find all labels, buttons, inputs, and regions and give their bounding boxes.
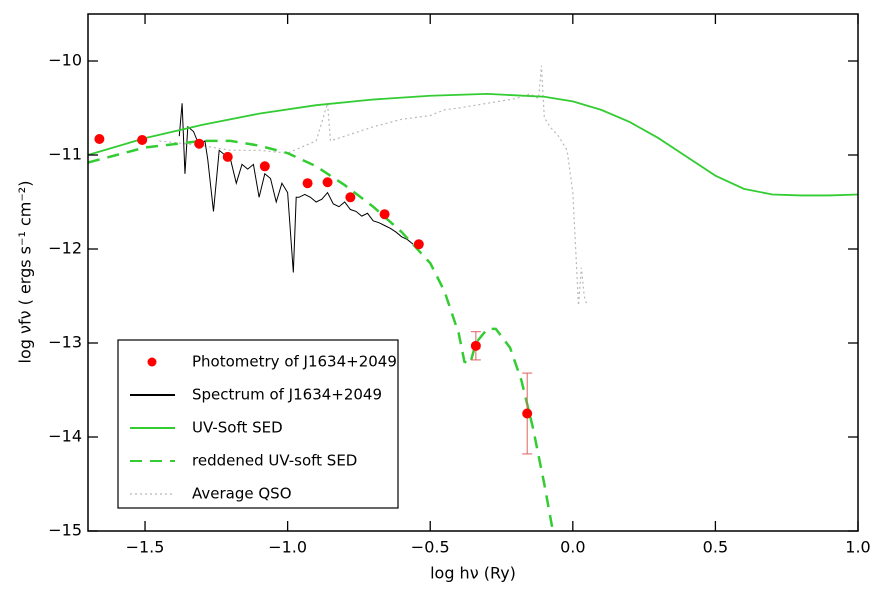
- legend: Photometry of J1634+2049 Spectrum of J163…: [117, 339, 399, 509]
- legend-label: reddened UV-soft SED: [192, 452, 357, 470]
- x-axis-label: log hν (Ry): [430, 564, 516, 583]
- series-line: [159, 65, 588, 306]
- plot-frame: [87, 13, 859, 532]
- axes: −1.5 −1.0 −0.5 0.0 0.5 1.0 −10 −11 −12 −13 −14 −15: [48, 14, 871, 557]
- photometry-point: [137, 134, 148, 145]
- photometry-point: [259, 161, 270, 172]
- plot-area: [88, 65, 858, 531]
- series-line: [88, 92, 858, 197]
- x-tick-label: 1.0: [845, 538, 870, 557]
- series-line: [178, 103, 414, 273]
- legend-label: Photometry of J1634+2049: [192, 353, 397, 371]
- series-line: [88, 139, 555, 531]
- legend-label: UV-Soft SED: [192, 419, 283, 437]
- y-axis-label: log νfν ( ergs s⁻¹ cm⁻²): [16, 181, 35, 364]
- photometry-point: [470, 340, 481, 351]
- y-tick-label: −13: [48, 333, 82, 352]
- y-tick-label: −12: [48, 239, 82, 258]
- photometry-point: [194, 138, 205, 149]
- legend-symbol: [147, 357, 157, 367]
- legend-box: [117, 339, 399, 509]
- x-tick-label: 0.5: [703, 538, 728, 557]
- photometry-point: [522, 408, 533, 419]
- legend-label: Spectrum of J1634+2049: [192, 386, 382, 404]
- photometry-point: [302, 178, 313, 189]
- y-tick-label: −10: [48, 51, 82, 70]
- x-tick-label: 0.0: [560, 538, 585, 557]
- y-tick-label: −11: [48, 145, 82, 164]
- x-tick-label: −0.5: [411, 538, 450, 557]
- x-tick-label: −1.0: [268, 538, 307, 557]
- y-tick-label: −15: [48, 521, 82, 540]
- legend-label: Average QSO: [192, 485, 292, 503]
- photometry-point: [222, 151, 233, 162]
- photometry-point: [94, 134, 105, 145]
- y-tick-label: −14: [48, 427, 82, 446]
- photometry-point: [322, 177, 333, 188]
- x-tick-label: −1.5: [126, 538, 165, 557]
- photometry-point: [345, 192, 356, 203]
- photometry-point: [413, 239, 424, 250]
- photometry-point: [379, 209, 390, 220]
